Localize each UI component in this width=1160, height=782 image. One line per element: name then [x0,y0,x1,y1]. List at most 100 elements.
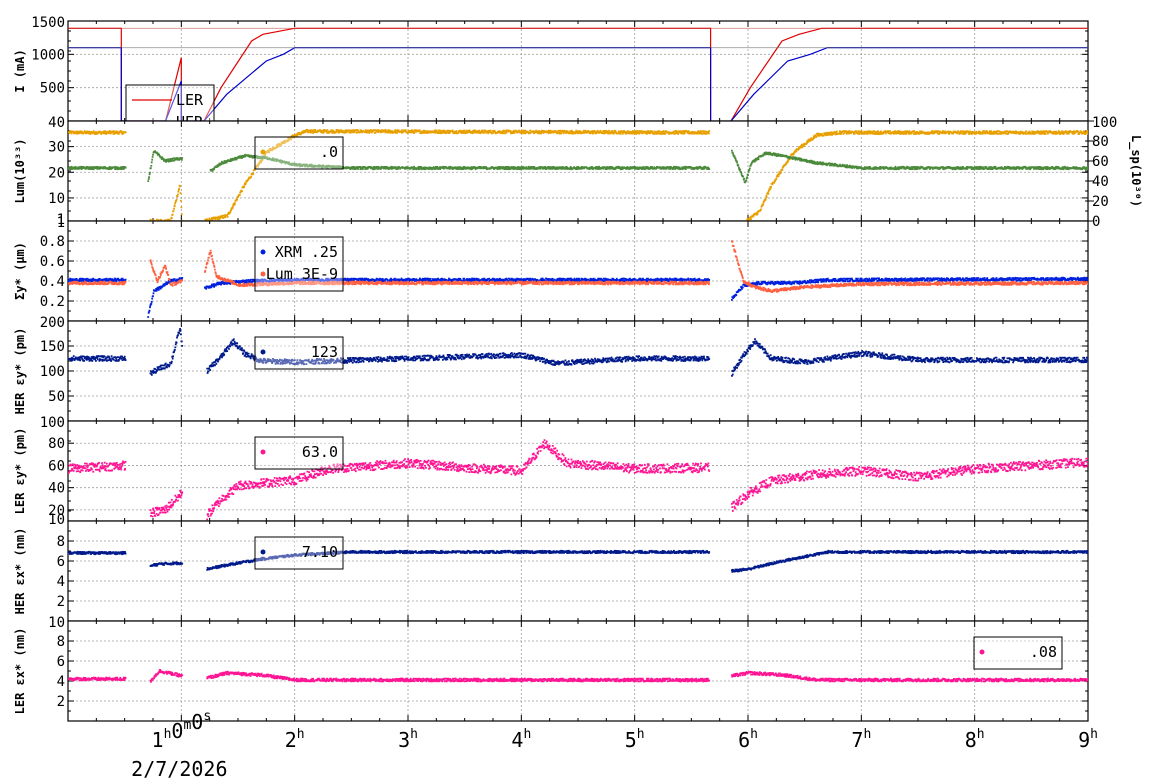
y-tick-label: 2 [57,594,65,610]
series-2 [68,240,1088,293]
legend-label: .08 [1030,643,1057,661]
legend-swatch [979,649,985,655]
y-tick-label: 10 [48,512,65,528]
legend-swatch [260,449,266,455]
y-tick-label: 20 [48,503,65,519]
panel-frame [67,420,1089,522]
y-tick-label: 0.6 [40,254,65,270]
y-tick-label: 60 [48,458,65,474]
y-tick-label: 8 [57,534,65,550]
y-tick-label: 0.2 [40,294,65,310]
y-tick-label: 10 [48,191,65,207]
legend-label: XRM .25 [275,243,338,261]
y-right-tick-label: 40 [1092,174,1109,190]
legend: .08 [973,636,1063,670]
x-tick-label: 4h [511,727,531,752]
y-right-tick-label: 20 [1092,194,1109,210]
legend-swatch [260,149,266,155]
legend-box [254,536,344,570]
series-2 [68,47,1088,121]
y-axis-label: LER εy* (pm) [13,428,27,515]
y-tick-label: 0.8 [40,234,65,250]
legend: XRM .25 Lum 3E-9 [254,236,344,292]
series-points [68,549,1088,573]
legend: 7.10 [254,536,344,570]
legend-box [254,136,344,170]
legend-label: .0 [320,143,338,161]
y-right-tick-label: 80 [1092,134,1109,150]
y-tick-label: 100 [40,415,65,431]
x-tick-label: 9h [1078,727,1098,752]
y-tick-label: 50 [48,389,65,405]
y-tick-label: 150 [40,339,65,355]
series-line [68,27,712,121]
panel-6: 2 4 6 8 HER εx* (nm) 7.10 [13,520,1089,622]
y-tick-label: 80 [48,436,65,452]
y-right-tick-label: 60 [1092,154,1109,170]
panel-3: 0.2 0.4 0.6 0.8 1 Σy* (μm) XRM .25 Lum 3E-9 [13,215,1089,322]
legend-swatch [260,249,266,255]
y-tick-label: 4 [57,574,65,590]
plot-area [68,27,1088,121]
y-tick-label: 2 [57,694,65,710]
legend-box [254,336,344,370]
plot-area [68,669,1088,683]
y-axis-label: LER εx* (nm) [13,628,27,715]
x-tick-label: 2h [285,727,305,752]
series-points [68,149,1088,184]
y-axis-label: I (mA) [13,49,27,92]
x-tick-label: 7h [851,727,871,752]
legend-swatch [260,271,266,277]
plot-area [68,549,1088,573]
panel-frame [67,620,1089,722]
legend: 123 [254,336,344,370]
legend-label: 123 [311,343,338,361]
legend-label: 63.0 [302,443,338,461]
x-axis: 1h0m0s 2h 3h 4h 5h 6h 7h 8h 9h 2/7/2026 [131,709,1098,781]
series-points [68,240,1088,293]
legend-swatch [260,549,266,555]
series-1 [68,669,1088,683]
x-tick-label: 6h [738,727,758,752]
y-tick-label: 1 [57,215,65,231]
legend-box [254,436,344,470]
y-tick-label: 4 [57,674,65,690]
plot-area [68,128,1088,221]
y-right-axis-label: L_sp(10³⁰) [1128,135,1143,207]
y-tick-label: 100 [40,364,65,380]
legend-label: 7.10 [302,543,338,561]
panel-frame [67,520,1089,622]
x-tick-label: 5h [625,727,645,752]
y-tick-label: 1500 [31,15,65,31]
legend: .0 [254,136,344,170]
series-1 [68,549,1088,573]
y-tick-label: 6 [57,554,65,570]
panel-4: 50 100 150 200 HER εy* (pm) 123 [13,315,1089,422]
legend: 63.0 [254,436,344,470]
plot-area [68,240,1088,318]
y-tick-label: 0.4 [40,274,65,290]
x-date-label: 2/7/2026 [131,757,227,781]
panel-frame [67,20,1089,122]
x-tick-label: 8h [965,727,985,752]
y-tick-label: 40 [48,115,65,131]
y-tick-label: 500 [40,81,65,97]
legend-swatch [260,349,266,355]
y-tick-label: 30 [48,140,65,156]
panel-7: 2 4 6 8 10 LER εx* (nm) .08 [13,615,1089,722]
x-tick-label: 1h0m0s [152,709,212,752]
y-tick-label: 40 [48,481,65,497]
series-2 [68,149,1088,184]
series-1 [68,27,1088,121]
y-tick-label: 6 [57,654,65,670]
y-tick-label: 1 [57,212,65,228]
legend-label: LER [176,91,204,109]
panel-frame [67,120,1089,222]
y-tick-label: 200 [40,315,65,331]
y-axis-label: HER εx* (nm) [13,528,27,615]
legend-box [254,236,344,292]
